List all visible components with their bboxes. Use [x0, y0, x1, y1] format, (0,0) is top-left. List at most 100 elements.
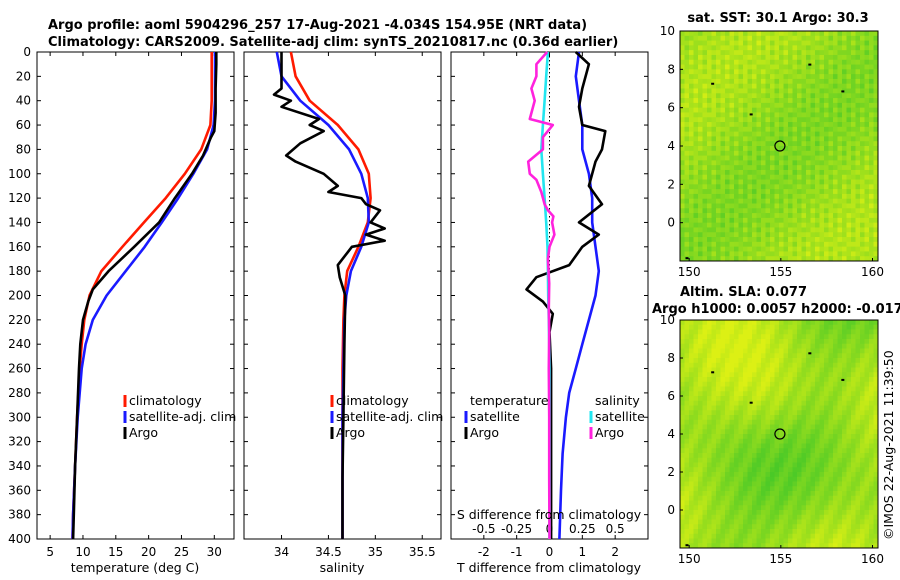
- heatmap-cell: [788, 64, 794, 70]
- heatmap-cell: [738, 472, 744, 478]
- heatmap-cell: [729, 227, 735, 233]
- heatmap-cell: [788, 533, 794, 540]
- heatmap-cell: [729, 40, 735, 46]
- series-line-argo: [71, 52, 218, 540]
- heatmap-cell: [707, 334, 713, 340]
- heatmap-cell: [792, 102, 798, 109]
- heatmap-cell: [716, 481, 722, 487]
- heatmap-cell: [711, 45, 717, 51]
- heatmap-cell: [702, 348, 708, 354]
- heatmap-cell: [855, 476, 861, 483]
- heatmap-cell: [788, 136, 794, 142]
- heatmap-cell: [806, 472, 812, 478]
- heatmap-cell: [698, 486, 704, 492]
- heatmap-cell: [806, 50, 812, 56]
- heatmap-cell: [725, 217, 731, 224]
- heatmap-cell: [815, 358, 821, 364]
- heatmap-cell: [860, 237, 866, 243]
- map-y-tick-label: 6: [667, 101, 675, 115]
- heatmap-cell: [869, 353, 875, 359]
- heatmap-cell: [725, 50, 731, 56]
- legend-label-t-argo: Argo: [470, 425, 499, 440]
- heatmap-cell: [752, 227, 758, 233]
- heatmap-cell: [765, 169, 771, 176]
- heatmap-cell: [810, 107, 816, 114]
- heatmap-cell: [806, 222, 812, 229]
- heatmap-cell: [702, 232, 708, 238]
- heatmap-cell: [801, 396, 807, 402]
- heatmap-cell: [716, 64, 722, 70]
- heatmap-cell: [860, 524, 866, 530]
- heatmap-cell: [747, 339, 753, 345]
- heatmap-cell: [698, 500, 704, 506]
- heatmap-cell: [819, 251, 825, 257]
- heatmap-cell: [711, 448, 717, 454]
- heatmap-cell: [770, 424, 776, 430]
- heatmap-cell: [680, 381, 686, 388]
- heatmap-cell: [707, 107, 713, 114]
- heatmap-cell: [747, 429, 753, 435]
- heatmap-cell: [725, 358, 731, 364]
- heatmap-cell: [801, 348, 807, 354]
- heatmap-cell: [711, 543, 717, 548]
- heatmap-cell: [707, 208, 713, 214]
- heatmap-cell: [702, 386, 708, 392]
- heatmap-cell: [783, 184, 789, 190]
- heatmap-cell: [734, 213, 740, 219]
- heatmap-cell: [788, 453, 794, 459]
- heatmap-cell: [788, 131, 794, 138]
- heatmap-cell: [689, 251, 695, 257]
- heatmap-cell: [698, 362, 704, 369]
- heatmap-cell: [869, 222, 875, 229]
- heatmap-cell: [716, 467, 722, 473]
- heatmap-cell: [770, 146, 776, 152]
- heatmap-cell: [819, 74, 825, 80]
- heatmap-cell: [846, 391, 852, 397]
- heatmap-cell: [698, 339, 704, 345]
- heatmap-cell: [792, 329, 798, 335]
- heatmap-cell: [815, 179, 821, 185]
- heatmap-cell: [842, 467, 848, 473]
- heatmap-cell: [761, 213, 767, 219]
- heatmap-cell: [833, 476, 839, 483]
- heatmap-cell: [851, 174, 857, 181]
- heatmap-cell: [729, 334, 735, 340]
- heatmap-cell: [788, 400, 794, 407]
- heatmap-cell: [828, 83, 834, 90]
- heatmap-cell: [725, 410, 731, 416]
- heatmap-cell: [819, 486, 825, 492]
- heatmap-cell: [828, 174, 834, 181]
- heatmap-cell: [851, 246, 857, 253]
- heatmap-cell: [761, 476, 767, 483]
- heatmap-cell: [788, 93, 794, 99]
- heatmap-cell: [855, 213, 861, 219]
- heatmap-cell: [716, 514, 722, 521]
- heatmap-cell: [792, 40, 798, 46]
- heatmap-cell: [684, 193, 690, 200]
- heatmap-cell: [698, 510, 704, 516]
- heatmap-cell: [680, 457, 686, 464]
- heatmap-cell: [810, 443, 816, 449]
- heatmap-cell: [765, 69, 771, 75]
- heatmap-cell: [689, 491, 695, 497]
- heatmap-cell: [743, 213, 749, 219]
- heatmap-cell: [738, 150, 744, 157]
- heatmap-cell: [720, 491, 726, 497]
- heatmap-cell: [810, 54, 816, 61]
- heatmap-cell: [797, 438, 803, 445]
- heatmap-cell: [711, 529, 717, 535]
- heatmap-cell: [810, 112, 816, 118]
- heatmap-cell: [837, 533, 843, 540]
- heatmap-cell: [774, 179, 780, 185]
- heatmap-cell: [779, 169, 785, 176]
- heatmap-cell: [806, 54, 812, 61]
- heatmap-cell: [761, 500, 767, 506]
- x-tick-label: 30: [207, 545, 222, 559]
- heatmap-cell: [743, 45, 749, 51]
- heatmap-cell: [833, 405, 839, 411]
- heatmap-cell: [806, 74, 812, 80]
- heatmap-cell: [734, 117, 740, 123]
- heatmap-cell: [716, 472, 722, 478]
- heatmap-cell: [837, 174, 843, 181]
- heatmap-cell: [828, 410, 834, 416]
